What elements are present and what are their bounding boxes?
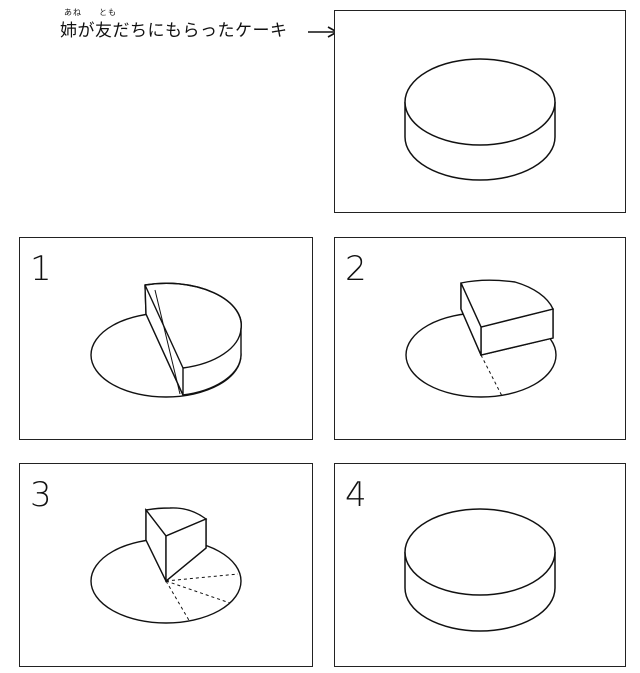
panel-4: 4 — [334, 463, 626, 667]
cake-top — [405, 59, 555, 145]
small-slice-drawing — [20, 464, 314, 668]
panel-2: 2 — [334, 237, 626, 440]
slice-on-plate-drawing — [335, 238, 627, 441]
caption: あね とも 姉が友だちにもらったケーキ — [60, 8, 332, 48]
cake-top — [405, 509, 555, 595]
half-cake-drawing — [20, 238, 314, 441]
furigana-tomo: とも — [99, 8, 117, 18]
panel-whole-cake — [334, 10, 626, 213]
caption-text: 姉が友だちにもらったケーキ — [60, 20, 288, 42]
furigana-ane: あね — [64, 8, 82, 18]
whole-cake-drawing — [335, 11, 627, 214]
panel-1: 1 — [19, 237, 313, 440]
panel-3: 3 — [19, 463, 313, 667]
whole-cake-drawing — [335, 464, 627, 668]
